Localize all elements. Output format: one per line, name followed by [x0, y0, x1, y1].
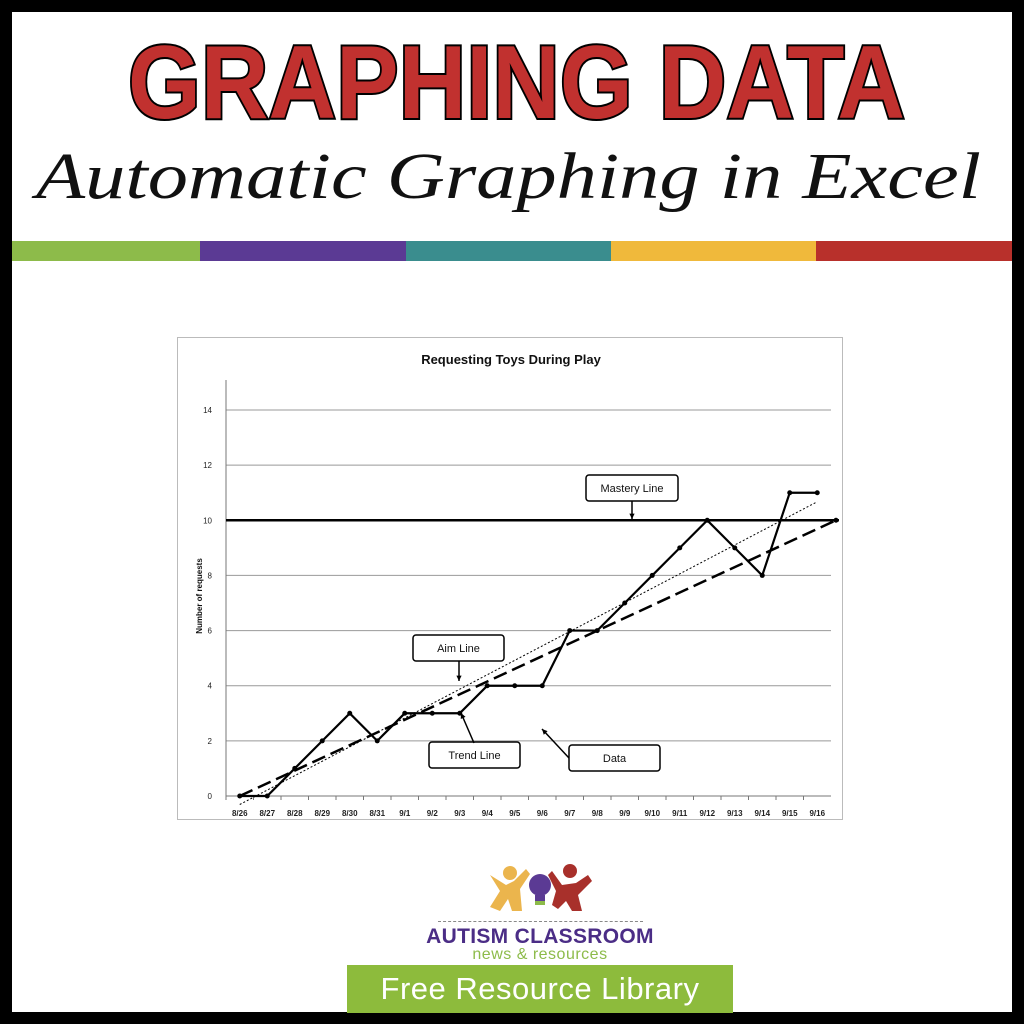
x-tick-label: 9/14 [754, 809, 770, 818]
data-point [594, 628, 600, 634]
x-tick-label: 9/13 [727, 809, 743, 818]
arrowhead-icon [629, 513, 635, 519]
divider [438, 921, 643, 922]
data-point [787, 490, 793, 496]
y-axis-label: Number of requests [195, 558, 204, 634]
color-segment [200, 241, 406, 261]
aim-line-end-marker [833, 517, 839, 523]
data-point [484, 683, 490, 689]
data-point [292, 765, 298, 771]
x-tick-label: 8/30 [342, 809, 358, 818]
x-tick-label: 9/7 [564, 809, 576, 818]
arrowhead-icon [542, 729, 548, 735]
data-line [239, 491, 818, 798]
data-point [402, 710, 408, 716]
trend-arrow [460, 712, 475, 744]
data-arrow [541, 728, 570, 759]
x-tick-label: 9/1 [399, 809, 411, 818]
color-segment [406, 241, 611, 261]
data-point [567, 628, 573, 634]
x-tick-label: 9/9 [619, 809, 631, 818]
x-tick-label: 9/15 [782, 809, 798, 818]
x-tick-label: 8/31 [369, 809, 385, 818]
x-tick-label: 9/2 [427, 809, 439, 818]
data-point [264, 793, 270, 799]
arrowhead-icon [456, 675, 462, 681]
y-tick-label: 14 [203, 406, 212, 415]
logo-figures-icon [490, 864, 592, 911]
data-point [649, 572, 655, 578]
data-point [677, 545, 683, 551]
x-tick-label: 8/26 [232, 809, 248, 818]
arrowhead-icon [460, 713, 466, 719]
x-tick-label: 9/6 [537, 809, 549, 818]
data-label: Data [603, 753, 627, 765]
brand-tagline: news & resources [472, 946, 608, 963]
trend-line [239, 501, 818, 805]
x-tick-label: 8/27 [259, 809, 275, 818]
free-resource-library-banner[interactable]: Free Resource Library [347, 965, 733, 1013]
color-segment [816, 241, 1012, 261]
data-point [704, 517, 710, 523]
x-tick-label: 9/4 [482, 809, 494, 818]
aim-line [239, 519, 837, 798]
y-tick-label: 2 [208, 737, 213, 746]
chart-svg: Requesting Toys During Play Number of re… [195, 352, 839, 818]
x-tick-label: 9/3 [454, 809, 466, 818]
logo: AUTISM CLASSROOM news & resources [340, 855, 740, 963]
data-point [814, 490, 820, 496]
x-tick-label: 9/16 [809, 809, 825, 818]
data-point [237, 793, 243, 799]
y-tick-label: 0 [208, 792, 213, 801]
color-segment [12, 241, 200, 261]
trend-label: Trend Line [448, 750, 500, 762]
brand-name: AUTISM CLASSROOM [426, 925, 654, 948]
y-tick-label: 4 [208, 682, 213, 691]
data-point [374, 738, 380, 744]
color-segment [611, 241, 816, 261]
data-point [512, 683, 518, 689]
x-tick-label: 9/8 [592, 809, 604, 818]
y-tick-label: 10 [203, 516, 212, 525]
data-point [622, 600, 628, 606]
color-bar [12, 241, 1012, 261]
aim-label: Aim Line [437, 643, 480, 655]
chart: Requesting Toys During Play Number of re… [177, 337, 843, 820]
trend-label-box [428, 741, 521, 769]
data-point [429, 710, 435, 716]
x-tick-label: 9/12 [699, 809, 715, 818]
subtitle: Automatic Graphing in Excel [31, 140, 981, 213]
data-point [732, 545, 738, 551]
x-tick-label: 9/5 [509, 809, 521, 818]
chart-title: Requesting Toys During Play [421, 352, 601, 367]
x-tick-label: 8/29 [314, 809, 330, 818]
y-tick-label: 8 [208, 571, 213, 580]
x-tick-label: 9/10 [644, 809, 660, 818]
header: GRAPHING DATA Automatic Graphing in Exce… [31, 23, 981, 213]
y-tick-label: 6 [208, 627, 213, 636]
data-point [347, 710, 353, 716]
data-point [539, 683, 545, 689]
x-tick-label: 9/11 [672, 809, 688, 818]
data-point [759, 572, 765, 578]
data-point [319, 738, 325, 744]
mastery-label: Mastery Line [601, 483, 664, 495]
title: GRAPHING DATA [128, 25, 905, 141]
y-tick-label: 12 [203, 461, 212, 470]
x-tick-label: 8/28 [287, 809, 303, 818]
